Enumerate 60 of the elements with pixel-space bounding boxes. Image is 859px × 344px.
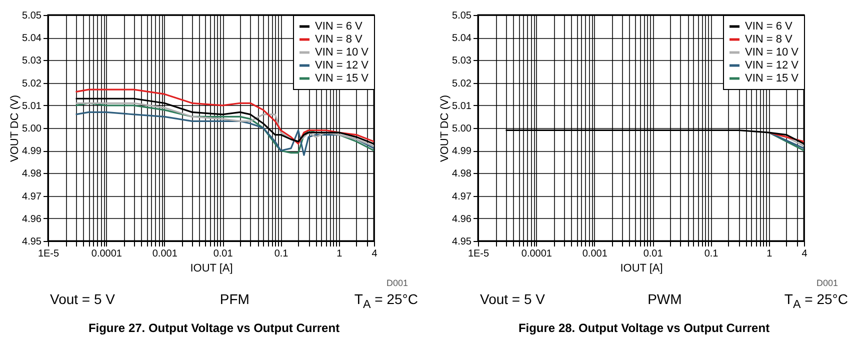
y-tick-label: 4.97 [452,191,472,202]
legend-label: VIN = 10 V [745,46,800,58]
text: Figure 27. Output Voltage vs Output Current [87,320,341,335]
y-axis-title: VOUT DC (V) [9,94,22,162]
text: Vout = 5 V [50,291,115,309]
x-tick-label: 0.0001 [91,248,122,260]
x-tick-label: 1 [766,248,773,260]
text: Figure 28. Output Voltage vs Output Current [517,320,771,335]
x-tick-label: 0.0001 [521,248,552,260]
y-tick-label: 4.95 [452,236,472,248]
x-tick-label: 4 [372,248,378,260]
y-tick-label: 5.01 [22,100,42,112]
x-axis-title: IOUT [A] [190,262,233,274]
y-tick-label: 5.03 [452,56,472,67]
text: PFM [220,291,250,309]
x-tick-label: 0.001 [582,248,608,260]
x-axis-title: IOUT [A] [620,262,663,274]
x-tick-label: 1 [336,248,343,260]
legend-label: VIN = 8 V [745,34,794,46]
legend-label: VIN = 6 V [315,20,364,32]
legend-label: VIN = 10 V [315,46,370,58]
y-tick-label: 5.02 [452,78,472,90]
y-tick-label: 4.97 [22,191,42,202]
y-tick-label: 4.95 [22,236,42,248]
x-tick-label: 1E-5 [38,248,60,260]
x-tick-label: 0.1 [274,248,289,260]
text: D001 [815,278,839,289]
y-tick-label: 4.99 [22,146,42,158]
y-tick-label: 5.04 [22,33,42,44]
text: Vout = 5 V [480,291,545,309]
legend-label: VIN = 15 V [745,72,800,84]
y-tick-label: 5.00 [452,124,472,134]
legend-label: VIN = 8 V [315,34,364,46]
legend-label: VIN = 12 V [315,60,370,72]
y-tick-label: 4.96 [22,214,42,225]
x-tick-label: 0.001 [152,248,178,260]
x-tick-label: 0.1 [704,248,719,260]
y-tick-label: 4.98 [22,168,42,180]
text: T$_{A}$ = 25°C [354,291,418,311]
y-axis-title: VOUT DC (V) [439,94,452,162]
y-tick-label: 5.04 [452,33,472,44]
x-tick-label: 0.01 [643,248,664,260]
y-tick-label: 5.01 [452,100,472,112]
y-tick-label: 5.03 [22,56,42,67]
x-tick-label: 1E-5 [468,248,490,260]
text: T$_{A}$ = 25°C [784,291,848,311]
y-tick-label: 4.99 [452,146,472,158]
legend-label: VIN = 12 V [745,60,800,72]
text: D001 [385,278,409,289]
x-tick-label: 0.01 [213,248,234,260]
text: PWM [648,291,682,309]
y-tick-label: 5.00 [22,124,42,134]
y-tick-label: 5.05 [452,10,472,22]
y-tick-label: 4.96 [452,214,472,225]
x-tick-label: 4 [802,248,808,260]
y-tick-label: 5.02 [22,78,42,90]
y-tick-label: 4.98 [452,168,472,180]
legend-label: VIN = 6 V [745,20,794,32]
legend-label: VIN = 15 V [315,72,370,84]
y-tick-label: 5.05 [22,10,42,22]
